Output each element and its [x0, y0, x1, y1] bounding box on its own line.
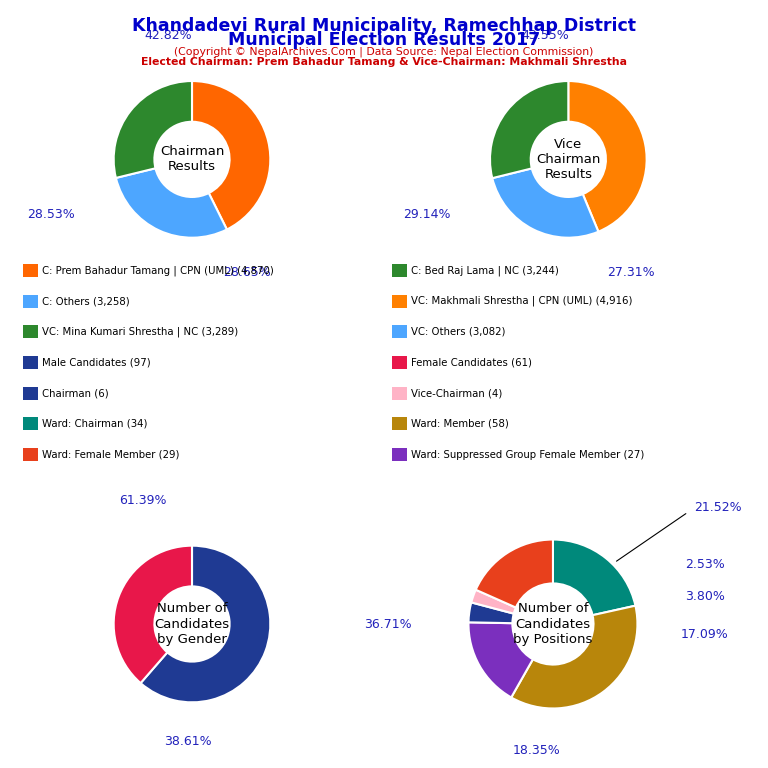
Text: Number of
Candidates
by Positions: Number of Candidates by Positions: [513, 603, 593, 645]
Wedge shape: [472, 590, 516, 614]
Text: Female Candidates (61): Female Candidates (61): [411, 357, 532, 368]
Text: 28.53%: 28.53%: [27, 207, 74, 220]
Wedge shape: [490, 81, 568, 178]
Text: VC: Mina Kumari Shrestha | NC (3,289): VC: Mina Kumari Shrestha | NC (3,289): [42, 326, 239, 337]
Wedge shape: [511, 606, 637, 708]
Text: 38.61%: 38.61%: [164, 735, 212, 748]
Text: 18.35%: 18.35%: [512, 744, 560, 757]
Text: Ward: Suppressed Group Female Member (27): Ward: Suppressed Group Female Member (27…: [411, 449, 644, 460]
Text: 36.71%: 36.71%: [364, 617, 412, 631]
Text: Khandadevi Rural Municipality, Ramechhap District: Khandadevi Rural Municipality, Ramechhap…: [132, 17, 636, 35]
Wedge shape: [568, 81, 647, 232]
Wedge shape: [468, 602, 514, 623]
Wedge shape: [468, 622, 533, 697]
Wedge shape: [116, 168, 227, 238]
Text: 27.31%: 27.31%: [607, 266, 655, 280]
Text: C: Bed Raj Lama | NC (3,244): C: Bed Raj Lama | NC (3,244): [411, 265, 559, 276]
Wedge shape: [114, 81, 192, 178]
Text: 61.39%: 61.39%: [119, 494, 167, 507]
Wedge shape: [492, 168, 598, 237]
Text: Elected Chairman: Prem Bahadur Tamang & Vice-Chairman: Makhmali Shrestha: Elected Chairman: Prem Bahadur Tamang & …: [141, 57, 627, 67]
Wedge shape: [192, 81, 270, 230]
Text: C: Others (3,258): C: Others (3,258): [42, 296, 130, 306]
Text: Vice
Chairman
Results: Vice Chairman Results: [536, 138, 601, 180]
Wedge shape: [141, 545, 270, 702]
Text: 3.80%: 3.80%: [685, 590, 725, 603]
Text: C: Prem Bahadur Tamang | CPN (UML) (4,870): C: Prem Bahadur Tamang | CPN (UML) (4,87…: [42, 265, 274, 276]
Text: 21.52%: 21.52%: [694, 502, 742, 515]
Text: 29.14%: 29.14%: [403, 207, 451, 220]
Text: (Copyright © NepalArchives.Com | Data Source: Nepal Election Commission): (Copyright © NepalArchives.Com | Data So…: [174, 46, 594, 57]
Text: 42.82%: 42.82%: [144, 29, 192, 42]
Text: Chairman (6): Chairman (6): [42, 388, 109, 399]
Text: 17.09%: 17.09%: [681, 628, 729, 641]
Text: Ward: Chairman (34): Ward: Chairman (34): [42, 419, 147, 429]
Text: 28.65%: 28.65%: [223, 266, 270, 280]
Text: Ward: Member (58): Ward: Member (58): [411, 419, 508, 429]
Text: 2.53%: 2.53%: [685, 558, 725, 571]
Wedge shape: [475, 539, 553, 607]
Wedge shape: [553, 539, 635, 615]
Wedge shape: [114, 545, 192, 683]
Text: VC: Others (3,082): VC: Others (3,082): [411, 326, 505, 337]
Text: Male Candidates (97): Male Candidates (97): [42, 357, 151, 368]
Text: Number of
Candidates
by Gender: Number of Candidates by Gender: [154, 603, 230, 645]
Text: Chairman
Results: Chairman Results: [160, 145, 224, 174]
Text: Ward: Female Member (29): Ward: Female Member (29): [42, 449, 180, 460]
Text: Municipal Election Results 2017: Municipal Election Results 2017: [228, 31, 540, 48]
Text: VC: Makhmali Shrestha | CPN (UML) (4,916): VC: Makhmali Shrestha | CPN (UML) (4,916…: [411, 296, 632, 306]
Text: 43.55%: 43.55%: [521, 29, 568, 42]
Text: Vice-Chairman (4): Vice-Chairman (4): [411, 388, 502, 399]
